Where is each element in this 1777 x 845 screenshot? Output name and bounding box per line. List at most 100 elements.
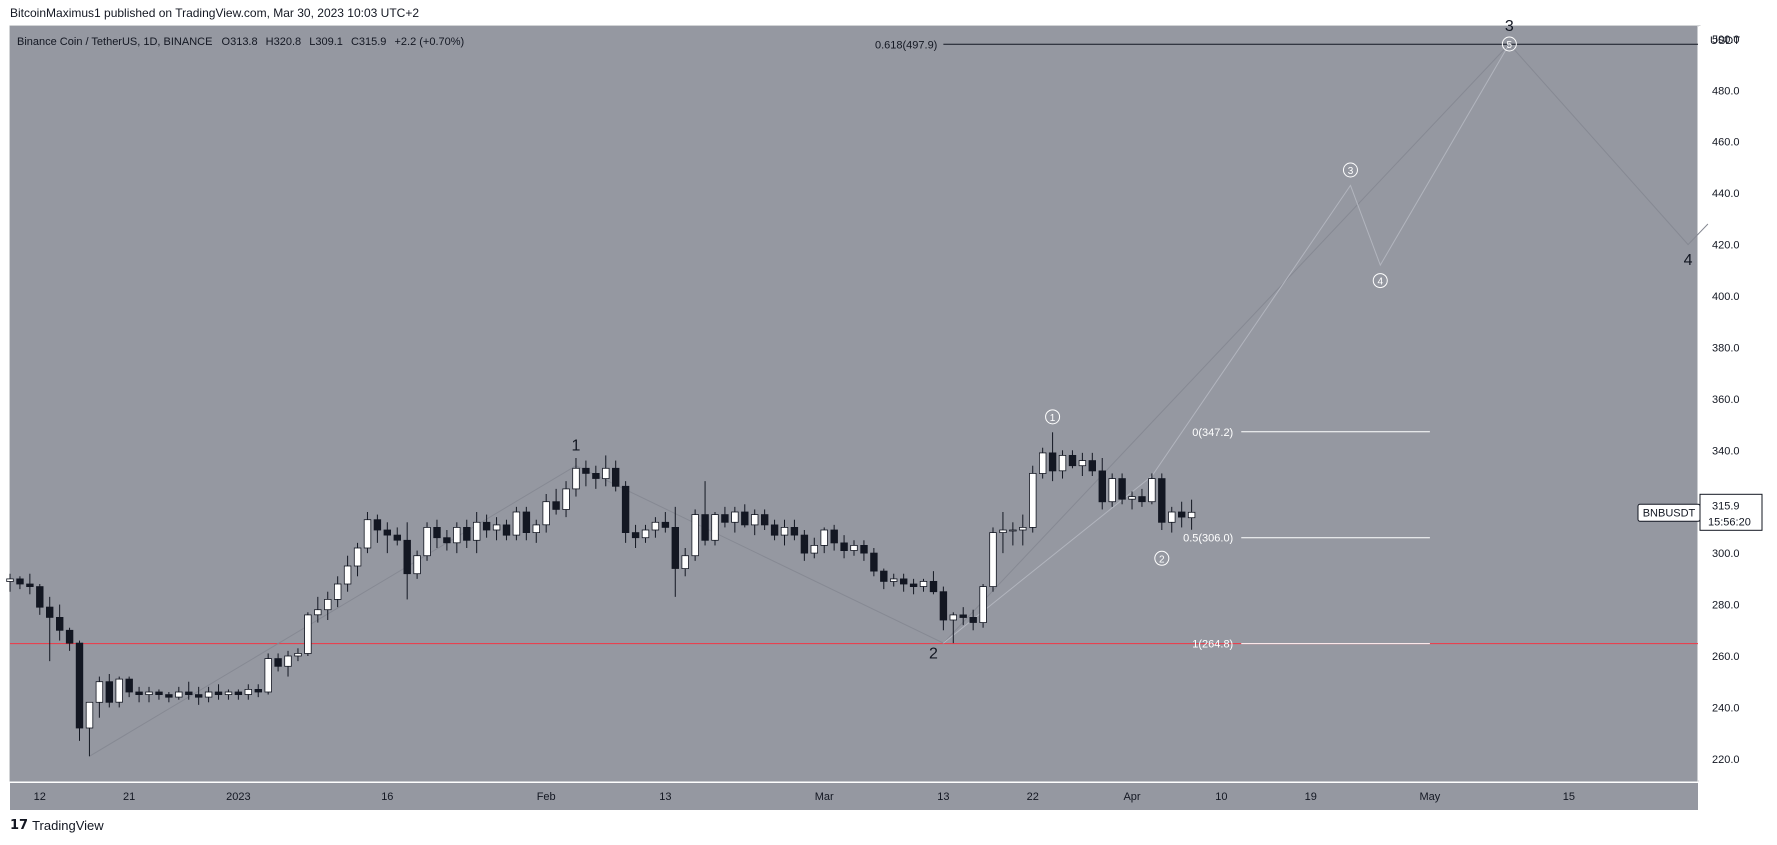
candle [860, 545, 868, 554]
wave-label-minor-circle [1154, 550, 1170, 566]
wave-label-minor: 1 [1050, 413, 1056, 424]
legend-title: Binance Coin / TetherUS, 1D, BINANCE [17, 36, 212, 48]
candle [294, 653, 302, 657]
wave-label-minor: 5 [1507, 40, 1513, 51]
candle [1158, 478, 1166, 523]
y-axis-ticks: 220.0240.0260.0280.0300.0320.0340.0360.0… [1712, 34, 1740, 766]
candle [939, 591, 948, 621]
y-tick-label: 360.0 [1712, 394, 1740, 406]
wave-label-major: 2 [929, 646, 938, 663]
legend-c: C [351, 36, 359, 48]
candle [890, 578, 898, 582]
x-tick-label: Feb [537, 791, 556, 803]
candle [661, 521, 670, 528]
candle [651, 521, 660, 531]
candle [870, 552, 878, 572]
wave-label-minor-circle [1045, 409, 1061, 425]
legend-l-value: 309.1 [315, 36, 343, 48]
fib-level-label: 0(347.2) [1192, 427, 1233, 439]
symbol-tag[interactable]: BNBUSDT [1637, 503, 1701, 522]
candle [721, 514, 729, 523]
x-tick-label: 10 [1215, 791, 1227, 803]
candle [135, 691, 143, 695]
legend-o-value: 313.8 [230, 36, 258, 48]
candle [26, 583, 34, 587]
candle [562, 488, 570, 510]
candle [105, 681, 113, 703]
candle [572, 467, 580, 490]
candle [284, 655, 292, 667]
candle [731, 511, 739, 523]
y-tick-label: 420.0 [1712, 240, 1740, 252]
candle [46, 606, 54, 618]
wave-label-minor-circle [1342, 162, 1358, 178]
wave-label-minor-circle [1501, 36, 1517, 52]
candle [1048, 452, 1057, 472]
x-tick-label: 2023 [226, 791, 250, 803]
candle [512, 511, 521, 536]
candle [314, 609, 322, 616]
candle [214, 691, 223, 695]
legend-change: +2.2 (+0.70%) [394, 36, 464, 48]
y-axis-area[interactable] [1699, 26, 1777, 810]
candles-layer [6, 432, 1196, 757]
candle [770, 524, 779, 536]
candle [671, 527, 679, 569]
candle [1019, 527, 1027, 531]
published-caption: BitcoinMaximus1 published on TradingView… [10, 6, 420, 20]
candle [363, 519, 372, 549]
candle [751, 514, 759, 526]
candle [1178, 511, 1186, 518]
tradingview-logo[interactable]: 17 TradingView [10, 818, 104, 833]
candle [790, 527, 799, 536]
candle [840, 542, 848, 552]
tradingview-mark-icon: 17 [10, 818, 29, 833]
candle [1128, 496, 1136, 500]
wave-path-minor [943, 43, 1510, 644]
candle [413, 555, 421, 575]
candle [542, 501, 550, 526]
candle [155, 691, 163, 695]
candle [65, 629, 74, 644]
candle [1009, 529, 1017, 532]
x-tick-label: 13 [937, 791, 949, 803]
candle [1058, 454, 1067, 472]
candle [353, 547, 362, 567]
candle [830, 529, 838, 544]
candle [472, 521, 481, 541]
candle [85, 701, 94, 729]
candle [324, 599, 332, 611]
symbol-tag-text: BNBUSDT [1643, 507, 1696, 519]
legend-l: L [309, 36, 315, 48]
y-tick-label: 460.0 [1712, 137, 1740, 149]
y-tick-label: 240.0 [1712, 702, 1740, 714]
candle [1148, 478, 1156, 503]
candle [1108, 478, 1116, 503]
candle [959, 614, 967, 618]
candle [204, 691, 213, 698]
candle [264, 658, 272, 693]
y-tick-label: 440.0 [1712, 188, 1740, 200]
candle [701, 514, 709, 541]
legend-h-value: 320.8 [274, 36, 302, 48]
wave-lines-layer [89, 43, 1709, 757]
legend-o: O [222, 36, 231, 48]
candle [641, 529, 650, 539]
y-tick-label: 260.0 [1712, 651, 1740, 663]
plot-area[interactable] [10, 26, 1698, 782]
candle [453, 527, 461, 544]
candle [175, 691, 183, 698]
x-tick-label: 21 [123, 791, 135, 803]
fib-top-label: 0.618(497.9) [875, 39, 937, 51]
candle [165, 694, 173, 698]
candle [1029, 472, 1037, 528]
x-axis-area[interactable] [10, 783, 1698, 810]
candle [6, 578, 14, 582]
candle [552, 501, 560, 510]
candle [1187, 511, 1196, 519]
candle [1078, 460, 1087, 467]
candle [125, 678, 133, 693]
candle [1068, 454, 1077, 467]
candle [403, 539, 411, 575]
